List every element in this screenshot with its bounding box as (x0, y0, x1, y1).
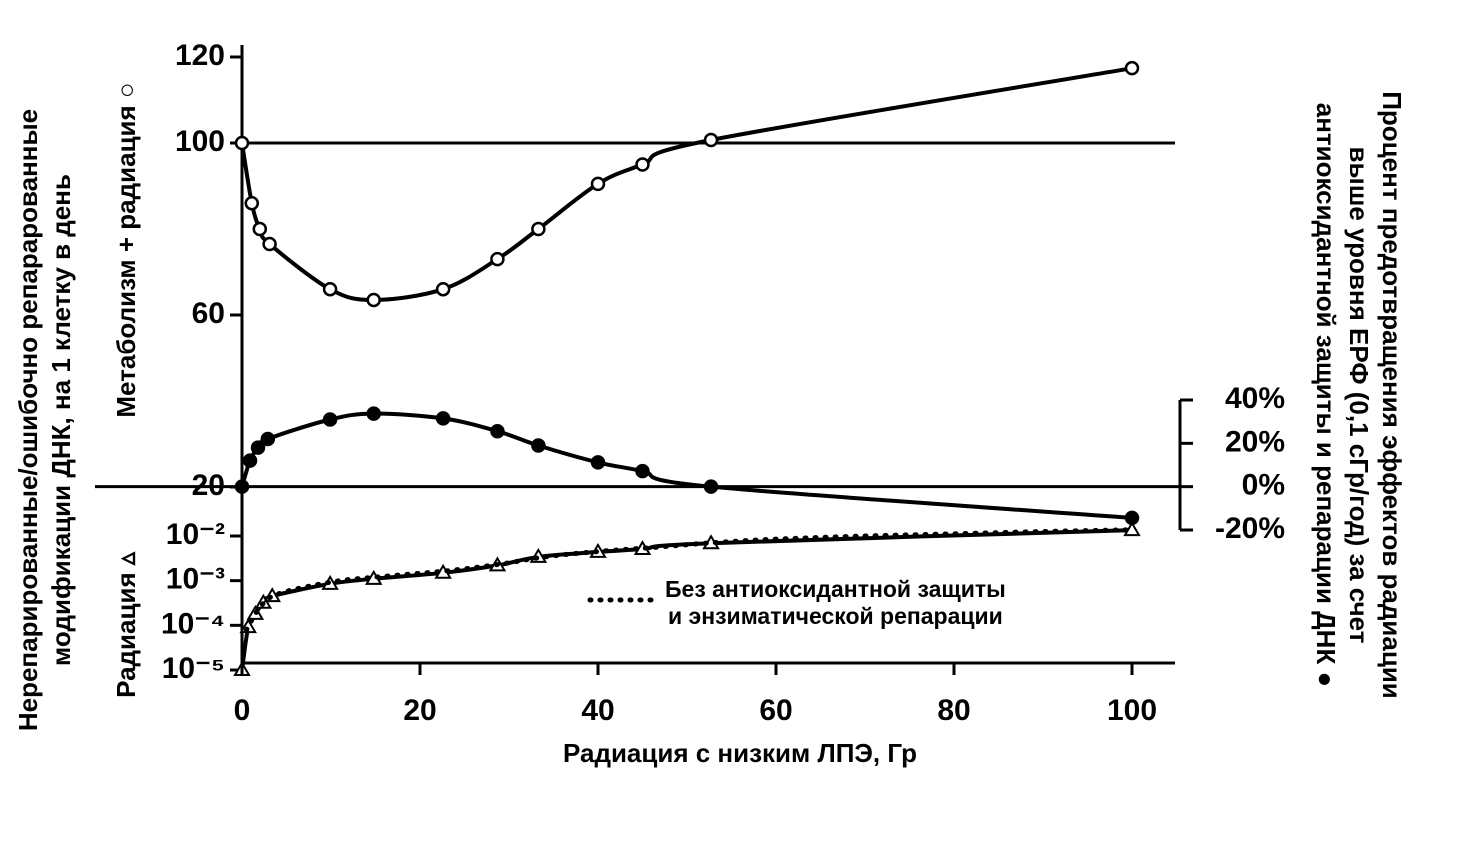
circle-marker (234, 479, 250, 494)
circle-marker (703, 132, 719, 148)
circle-marker (234, 135, 250, 151)
x-tick-label: 20 (403, 694, 436, 727)
legend-label: и энзиматической репарации (668, 603, 1003, 629)
axis-title: модификации ДНК, на 1 клетку в день (46, 174, 76, 666)
y-axis-label: Процент предотвращения эффектов радиации (1377, 91, 1407, 699)
circle-marker (322, 281, 338, 297)
circle-marker (366, 406, 381, 421)
circle-marker (262, 236, 277, 252)
x-tick-label: 80 (937, 694, 970, 727)
circle-marker (490, 423, 505, 439)
y-tick-label: 10⁻³ (166, 563, 225, 596)
y-axis-label: выше уровня ЕРФ (0,1 сГр/год) за счет (1344, 146, 1374, 643)
y-tick-label: 10⁻⁵ (162, 652, 225, 685)
circle-marker (1124, 60, 1140, 76)
y-tick-label: 10⁻² (166, 518, 225, 551)
circle-marker (531, 221, 546, 237)
y-tick-label: 10⁻⁴ (161, 607, 225, 640)
circle-marker (490, 251, 505, 267)
circle-marker (244, 195, 260, 211)
dotted-line (243, 527, 1135, 633)
axis-title: Нерепарированные/ошибочно репарарованные (13, 109, 43, 731)
circle-marker (590, 176, 606, 192)
circle-marker (435, 281, 451, 297)
circle-marker (242, 453, 258, 468)
y-tick-label: 120 (175, 39, 225, 72)
y-tick-label: 20% (1225, 425, 1285, 458)
y-tick-label: 0% (1242, 469, 1285, 502)
y-tick-label: -20% (1215, 512, 1285, 545)
circle-marker (366, 292, 381, 308)
y-tick-label: 40% (1225, 382, 1285, 415)
curve (240, 411, 1134, 520)
circle-marker (635, 157, 650, 172)
circle-marker (590, 455, 606, 470)
y-tick-label: 60 (192, 297, 225, 330)
x-tick-label: 40 (581, 694, 614, 727)
x-tick-label: 60 (759, 694, 792, 727)
circle-marker (250, 440, 266, 455)
circle-marker (531, 438, 546, 453)
x-axis-label: Радиация с низким ЛПЭ, Гр (563, 738, 917, 768)
circle-marker (635, 463, 650, 479)
legend-label: Без антиоксидантной защиты (665, 576, 1006, 602)
circle-marker (252, 221, 268, 237)
circle-marker (703, 479, 719, 494)
y-tick-label: 100 (175, 125, 225, 158)
curve (240, 66, 1134, 302)
y-axis-label: Радиация ▵ (111, 551, 141, 698)
circle-marker (322, 412, 338, 427)
circle-marker (435, 411, 451, 426)
x-tick-label: 100 (1107, 694, 1157, 727)
y-axis-label: Метаболизм + радиация ○ (111, 82, 141, 417)
circle-marker (260, 431, 276, 447)
x-tick-label: 0 (234, 694, 251, 727)
y-axis-label: антиоксидантной защиты и репарации ДНК ● (1311, 103, 1341, 688)
